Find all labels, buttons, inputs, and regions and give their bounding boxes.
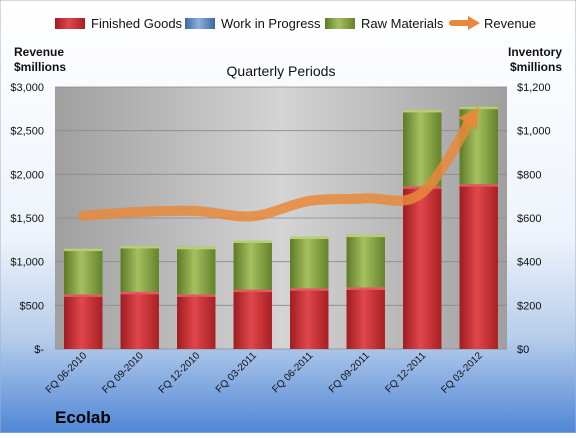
- bar-raw-materials: [234, 240, 272, 289]
- right-tick-label: $600: [517, 213, 541, 225]
- legend-label-revenue: Revenue: [484, 16, 536, 31]
- left-axis-title-line1: Revenue: [14, 45, 64, 59]
- bar-finished-goods: [234, 290, 272, 349]
- left-tick-label: $2,000: [10, 169, 44, 181]
- bar-top-highlight: [177, 247, 215, 250]
- legend-label-finished-goods: Finished Goods: [91, 16, 183, 31]
- bar-finished-goods: [403, 186, 441, 349]
- right-tick-label: $400: [517, 257, 541, 269]
- bar-top-highlight: [290, 237, 328, 240]
- bar-raw-materials: [290, 237, 328, 289]
- right-tick-label: $1,000: [517, 126, 551, 138]
- chart-title: Quarterly Periods: [227, 63, 336, 79]
- legend-swatch-work-in-progress: [185, 18, 215, 29]
- bar-top-highlight: [347, 287, 385, 290]
- legend-label-work-in-progress: Work in Progress: [221, 16, 321, 31]
- right-tick-label: $0: [517, 344, 529, 356]
- bar-top-highlight: [121, 292, 159, 295]
- legend-label-raw-materials: Raw Materials: [361, 16, 444, 31]
- bar-raw-materials: [177, 247, 215, 295]
- bar-finished-goods: [177, 294, 215, 349]
- bar-top-highlight: [347, 235, 385, 238]
- bar-finished-goods: [121, 292, 159, 349]
- right-tick-label: $800: [517, 169, 541, 181]
- right-axis-title-line1: Inventory: [508, 45, 562, 59]
- bar-raw-materials: [347, 235, 385, 288]
- bar-finished-goods: [64, 294, 102, 349]
- bar-top-highlight: [234, 240, 272, 243]
- bar-raw-materials: [64, 249, 102, 295]
- bar-top-highlight: [121, 246, 159, 249]
- left-tick-label: $-: [34, 344, 44, 356]
- bar-top-highlight: [460, 107, 498, 110]
- bar-finished-goods: [347, 287, 385, 349]
- bar-top-highlight: [403, 110, 441, 113]
- right-axis-title-line2: $millions: [510, 60, 562, 74]
- company-label: Ecolab: [55, 408, 111, 427]
- right-tick-label: $200: [517, 300, 541, 312]
- bar-finished-goods: [290, 288, 328, 349]
- bar-top-highlight: [460, 184, 498, 187]
- bar-top-highlight: [177, 294, 215, 297]
- bar-top-highlight: [234, 290, 272, 293]
- left-tick-label: $2,500: [10, 126, 44, 138]
- bar-top-highlight: [290, 288, 328, 291]
- left-tick-label: $500: [20, 300, 44, 312]
- bar-top-highlight: [64, 294, 102, 297]
- left-tick-label: $1,500: [10, 213, 44, 225]
- left-axis-title-line2: $millions: [14, 60, 66, 74]
- legend-swatch-finished-goods: [55, 18, 85, 29]
- right-tick-label: $1,200: [517, 82, 551, 94]
- left-tick-label: $1,000: [10, 257, 44, 269]
- left-tick-label: $3,000: [10, 82, 44, 94]
- bar-top-highlight: [64, 249, 102, 252]
- legend-swatch-raw-materials: [325, 18, 355, 29]
- bar-raw-materials: [121, 246, 159, 292]
- bar-finished-goods: [460, 184, 498, 349]
